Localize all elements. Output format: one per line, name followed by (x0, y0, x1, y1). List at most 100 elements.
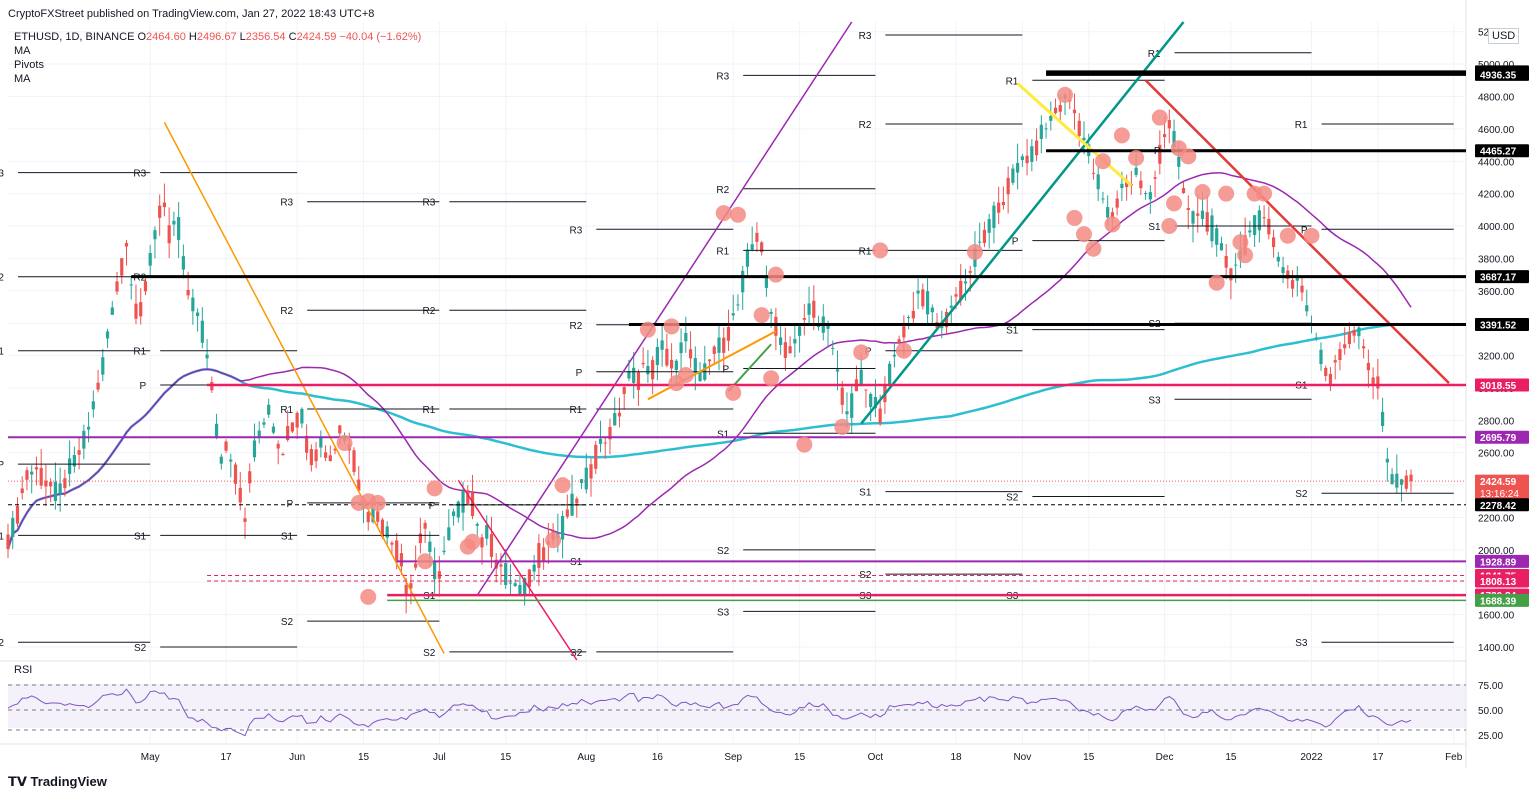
candle-body (1191, 211, 1195, 224)
pattern-marker (1075, 226, 1092, 243)
pattern-marker (369, 494, 386, 511)
candle-body (954, 294, 958, 297)
pivot-label: S1 (717, 429, 730, 440)
candle-body (717, 337, 721, 353)
candle-body (423, 522, 427, 529)
pivot-label: R1 (569, 405, 582, 416)
candle-body (802, 318, 806, 320)
pivot-label: P (140, 381, 147, 392)
pattern-marker (1094, 153, 1111, 170)
candle-body (105, 331, 110, 339)
pivot-label: S3 (1148, 395, 1161, 406)
candle-body (20, 488, 24, 494)
candle-body (944, 311, 949, 328)
candle-body (1324, 367, 1328, 376)
candle-body (286, 425, 290, 441)
pivot-label: R3 (133, 169, 146, 180)
price-tick-label: 1400.00 (1478, 643, 1515, 654)
candle-body (1395, 473, 1399, 488)
candle-body (560, 516, 565, 540)
price-tick-label: 3800.00 (1478, 254, 1515, 265)
time-tick-label: 15 (794, 752, 806, 763)
candle-body (243, 518, 247, 522)
candle-body (267, 404, 271, 415)
time-tick-label: Oct (868, 752, 884, 763)
candle-body (542, 547, 546, 563)
indicator-pivots[interactable]: Pivots (14, 59, 44, 71)
candle-body (1082, 137, 1086, 141)
candle-body (783, 342, 787, 358)
candle-body (352, 450, 356, 472)
candle-body (456, 501, 460, 518)
candle-body (1215, 228, 1219, 245)
candle-body (214, 423, 219, 437)
indicator-ma-1[interactable]: MA (14, 45, 31, 57)
pattern-marker (729, 206, 746, 223)
candle-body (366, 511, 370, 523)
candle-body (271, 426, 276, 433)
candle-body (769, 311, 773, 314)
teal-uptrend (860, 21, 1185, 425)
candle-body (1229, 268, 1233, 281)
candle-body (688, 349, 693, 359)
candle-body (1181, 187, 1186, 194)
candle-body (726, 326, 731, 341)
candle-body (1267, 218, 1271, 235)
pivot-label: R2 (0, 273, 4, 284)
candle-body (589, 464, 593, 479)
candle-body (101, 357, 105, 375)
candle-body (447, 527, 451, 540)
candle-body (1253, 215, 1257, 236)
candle-body (1276, 256, 1280, 262)
candle-body (1248, 230, 1252, 233)
candle-body (309, 449, 313, 466)
candle-body (892, 354, 896, 357)
candle-body (91, 401, 95, 410)
pattern-marker (1208, 274, 1225, 291)
candle-body (338, 425, 342, 434)
candle-body (1362, 346, 1366, 349)
candle-body (1286, 270, 1290, 279)
pattern-marker (554, 477, 571, 494)
candle-body (565, 509, 569, 517)
candle-body (333, 448, 337, 451)
pivot-label: S1 (859, 488, 872, 499)
candle-body (797, 326, 802, 336)
legend-low: 2356.54 (245, 31, 286, 43)
candle-body (1153, 177, 1157, 179)
pattern-marker (464, 533, 481, 550)
candle-body (684, 332, 688, 342)
candle-body (248, 471, 252, 484)
price-badge (1475, 270, 1529, 284)
candle-body (1290, 280, 1295, 289)
candle-body (115, 281, 119, 292)
candle-body (584, 467, 588, 490)
candle-body (504, 563, 508, 586)
pivot-label: S2 (1295, 489, 1308, 500)
candle-body (290, 422, 294, 432)
candle-body (53, 481, 57, 502)
candle-body (660, 340, 664, 350)
rsi-tick-label: 75.00 (1478, 681, 1503, 692)
candle-body (665, 348, 669, 366)
candle-body (34, 467, 39, 470)
candle-body (418, 533, 422, 544)
candle-body (1371, 377, 1375, 386)
candle-body (831, 347, 835, 349)
candle-body (58, 483, 62, 494)
pivot-label: R1 (423, 405, 436, 416)
candle-body (233, 464, 238, 484)
candle-body (1134, 167, 1138, 175)
candle-body (1158, 144, 1162, 164)
candle-body (963, 281, 968, 284)
currency-label[interactable]: USD (1488, 28, 1520, 44)
pivot-label: S1 (1295, 381, 1308, 392)
pattern-marker (1218, 185, 1235, 202)
candle-body (1404, 475, 1408, 489)
time-tick-label: 17 (1372, 752, 1384, 763)
candle-body (907, 317, 911, 319)
indicator-ma-2[interactable]: MA (14, 73, 31, 85)
candle-body (167, 225, 171, 244)
legend-symbol[interactable]: ETHUSD, 1D, BINANCE (14, 31, 135, 43)
